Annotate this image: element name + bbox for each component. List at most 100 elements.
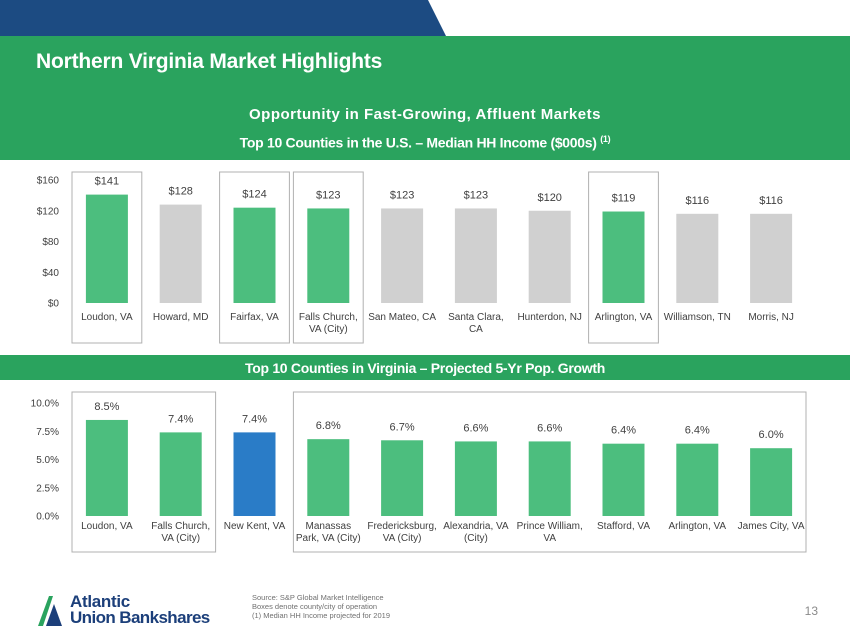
y-tick-label: $80 — [42, 237, 59, 248]
bar — [307, 439, 350, 516]
category-label: VA — [543, 533, 556, 544]
data-label: $116 — [685, 195, 709, 207]
y-tick-label: $0 — [48, 299, 60, 310]
data-label: 6.6% — [463, 422, 488, 434]
growth-title-band: Top 10 Counties in Virginia – Projected … — [0, 355, 850, 380]
growth-bar-chart: 0.0% 2.5% 5.0% 7.5% 10.0% 8.5% Loudon, VA 7.4% F… — [31, 391, 807, 553]
title-bar: Northern Virginia Market Highlights — [0, 36, 850, 86]
bar — [602, 443, 645, 516]
income-chart-title: Top 10 Counties in the U.S. – Median HH … — [0, 134, 850, 151]
navy-strip — [0, 0, 446, 36]
category-label: Park, VA (City) — [296, 533, 361, 544]
bar — [528, 210, 571, 303]
category-label: Santa Clara, — [448, 312, 504, 323]
category-label: Falls Church, — [151, 521, 210, 532]
operation-box — [292, 391, 807, 553]
data-label: 6.4% — [611, 425, 636, 437]
income-bar-chart: $0 $40 $80 $120 $160 $141 Loudon, VA $128 Howard… — [37, 171, 794, 344]
category-label: CA — [469, 324, 483, 335]
bar — [233, 207, 276, 303]
operation-box — [71, 391, 217, 553]
subtitle-band: Opportunity in Fast-Growing, Affluent Ma… — [0, 86, 850, 160]
category-label: Falls Church, — [299, 312, 358, 323]
slide-subtitle: Opportunity in Fast-Growing, Affluent Ma… — [249, 106, 601, 123]
category-label: Stafford, VA — [597, 521, 650, 532]
income-chart-title-note: (1) — [600, 134, 611, 144]
category-label: Arlington, VA — [595, 312, 653, 323]
data-label: 7.4% — [168, 413, 193, 425]
data-label: $120 — [537, 192, 561, 204]
category-label: Fairfax, VA — [230, 312, 279, 323]
bar — [233, 432, 276, 516]
data-label: 6.4% — [685, 425, 710, 437]
category-label: Prince William, — [517, 521, 583, 532]
operation-box — [71, 171, 143, 344]
bar — [602, 211, 645, 303]
data-label: $116 — [759, 195, 783, 207]
bar — [381, 440, 424, 516]
bar — [454, 208, 497, 303]
category-label: Arlington, VA — [668, 521, 726, 532]
y-tick-label: $120 — [37, 206, 60, 217]
y-tick-label: 7.5% — [36, 427, 59, 438]
logo-text-line2: Union Bankshares — [70, 608, 210, 627]
category-label: VA (City) — [161, 533, 200, 544]
category-label: Morris, NJ — [748, 312, 794, 323]
logo-mark-icon — [38, 596, 62, 626]
data-label: $124 — [242, 189, 266, 201]
y-tick-label: 0.0% — [36, 512, 59, 523]
bar — [159, 204, 202, 303]
category-label: VA (City) — [383, 533, 422, 544]
data-label: 8.5% — [94, 401, 119, 413]
category-label: Loudon, VA — [81, 521, 133, 532]
data-label: 6.8% — [316, 420, 341, 432]
category-label: Manassas — [306, 521, 352, 532]
y-tick-label: $160 — [37, 176, 60, 187]
operation-box — [588, 171, 659, 344]
category-label: Williamson, TN — [664, 312, 731, 323]
y-tick-label: 2.5% — [36, 483, 59, 494]
bar — [750, 213, 793, 303]
income-chart-title-text: Top 10 Counties in the U.S. – Median HH … — [239, 134, 597, 151]
data-label: $119 — [612, 193, 636, 205]
source-line: Source: S&P Global Market Intelligence — [252, 593, 384, 602]
data-label: $123 — [390, 189, 414, 201]
bar — [85, 194, 128, 303]
page-number: 13 — [804, 604, 818, 618]
data-label: 6.0% — [759, 429, 784, 441]
logo-text-line1: Atlantic — [70, 592, 130, 611]
category-label: (City) — [464, 533, 488, 544]
data-label: $123 — [316, 189, 340, 201]
data-label: $141 — [95, 176, 119, 188]
growth-chart-title: Top 10 Counties in Virginia – Projected … — [245, 360, 605, 376]
source-line: (1) Median HH Income projected for 2019 — [252, 611, 390, 620]
bar — [307, 208, 350, 303]
category-label: Fredericksburg, — [367, 521, 436, 532]
bar — [676, 443, 719, 516]
company-logo: Atlantic Union Bankshares — [32, 590, 242, 630]
category-label: New Kent, VA — [224, 521, 286, 532]
category-label: Hunterdon, NJ — [517, 312, 581, 323]
category-label: Alexandria, VA — [443, 521, 509, 532]
category-label: VA (City) — [309, 324, 348, 335]
data-label: $123 — [464, 189, 488, 201]
bar — [676, 213, 719, 303]
bar — [750, 448, 793, 516]
bar — [454, 441, 497, 516]
data-label: 6.6% — [537, 422, 562, 434]
operation-box — [219, 171, 290, 344]
data-label: $128 — [168, 186, 192, 198]
data-label: 7.4% — [242, 413, 267, 425]
y-tick-label: 5.0% — [36, 455, 59, 466]
bar — [381, 208, 424, 303]
category-label: James City, VA — [738, 521, 805, 532]
source-line: Boxes denote county/city of operation — [252, 602, 378, 611]
source-notes: Source: S&P Global Market Intelligence B… — [252, 593, 390, 620]
y-tick-label: 10.0% — [31, 399, 59, 410]
category-label: Loudon, VA — [81, 312, 133, 323]
data-label: 6.7% — [390, 421, 415, 433]
y-tick-label: $40 — [42, 268, 59, 279]
bar — [85, 419, 128, 516]
category-label: San Mateo, CA — [368, 312, 436, 323]
top-decoration-strip — [0, 0, 446, 36]
